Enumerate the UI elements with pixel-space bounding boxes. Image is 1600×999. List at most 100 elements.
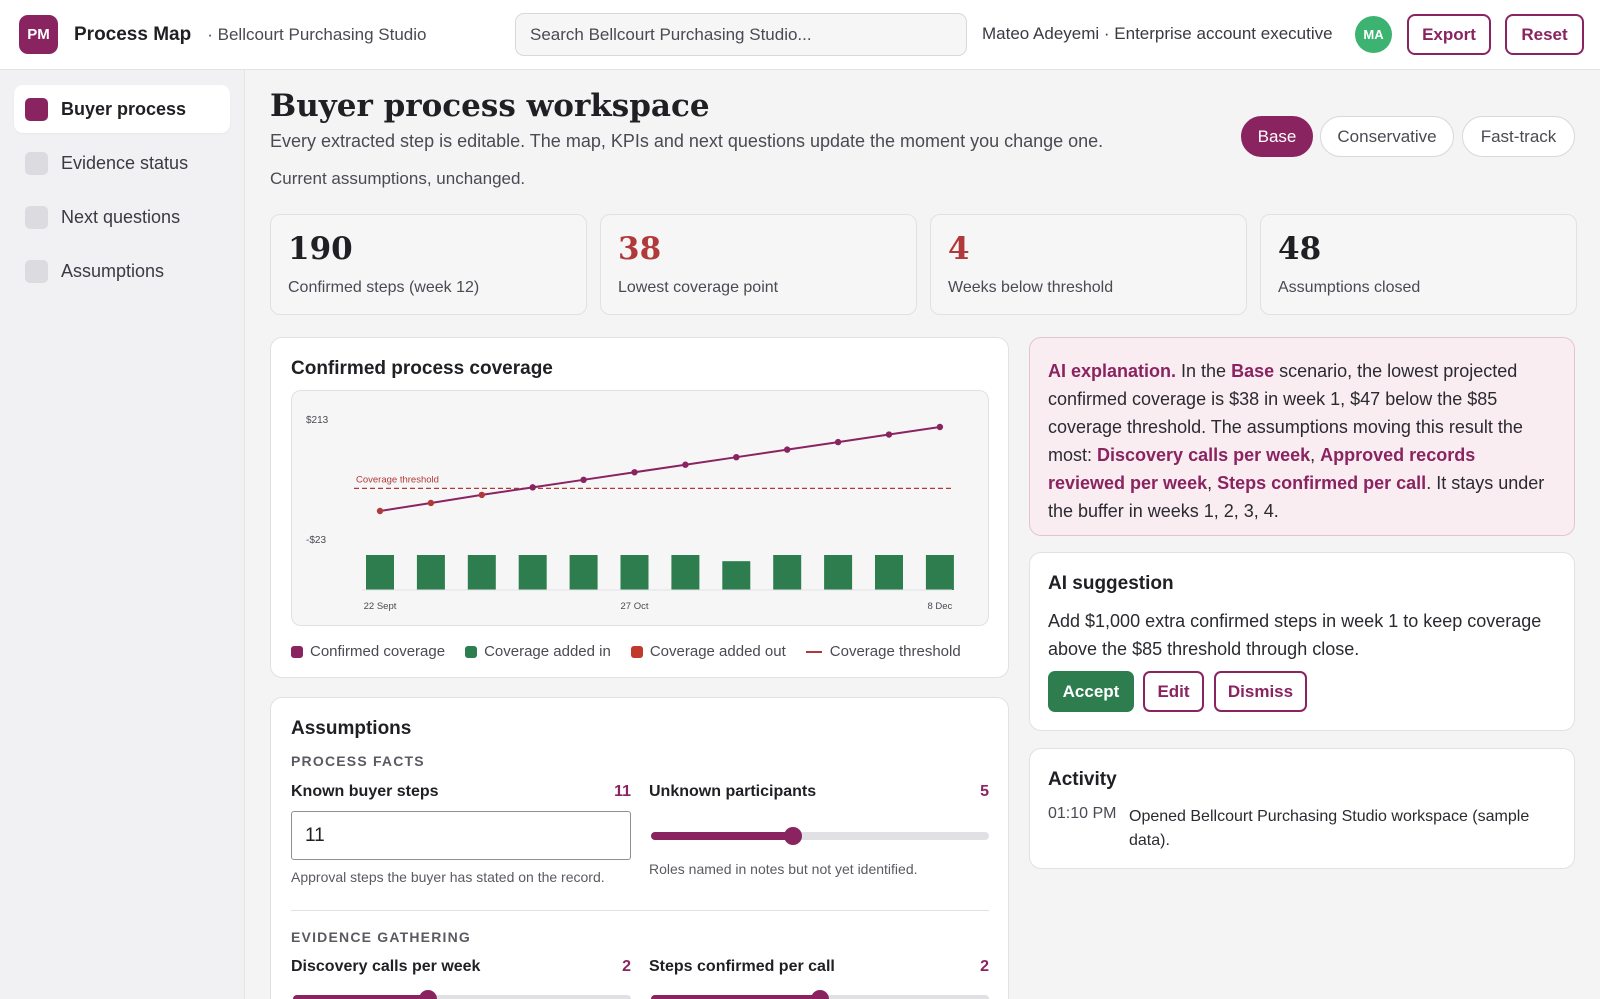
line-point: [580, 476, 587, 484]
field-value: 2: [622, 958, 631, 975]
bar: [722, 561, 751, 590]
bar: [824, 555, 853, 590]
edit-button[interactable]: Edit: [1143, 671, 1204, 712]
x-tick-label: 8 Dec: [927, 601, 952, 612]
kpi-card: 190 Confirmed steps (week 12): [270, 214, 587, 315]
dismiss-button[interactable]: Dismiss: [1214, 671, 1307, 712]
y-tick-label: -$23: [306, 535, 326, 546]
line-point: [834, 438, 842, 446]
coverage-chart: $213 -$23 Coverage threshold 22 Sept 27 Oct 8…: [306, 415, 954, 612]
assumption-note: Current assumptions, unchanged.: [270, 169, 526, 188]
chart-title: Confirmed process coverage: [291, 358, 553, 379]
ai-text: scenario, the lowest projected confirmed…: [1048, 361, 1523, 465]
field-label: Discovery calls per week: [291, 958, 481, 975]
kpi-value: 38: [618, 231, 662, 267]
sidebar-item-label: Buyer process: [61, 98, 187, 119]
field-value: 2: [980, 958, 989, 975]
y-tick-label: $213: [306, 415, 329, 426]
assumptions-icon: [25, 259, 48, 283]
scenario-conservative[interactable]: Conservative: [1320, 116, 1454, 157]
kpi-card: 4 Weeks below threshold: [930, 214, 1247, 315]
ai-text: ,: [1310, 445, 1321, 465]
slider-thumb[interactable]: [811, 990, 829, 999]
line-point: [885, 431, 893, 438]
field-label: Known buyer steps: [291, 783, 439, 800]
page-subtitle: Every extracted step is editable. The ma…: [270, 131, 1104, 151]
scenario-ref: Base: [1231, 361, 1275, 381]
field-value: 5: [980, 783, 989, 800]
scenario-fast-track[interactable]: Fast-track: [1462, 116, 1575, 157]
sidebar-item-label: Assumptions: [61, 260, 165, 281]
line-point: [478, 491, 485, 499]
ai-text: ,: [1207, 473, 1218, 493]
legend-item: Coverage added in: [465, 643, 611, 660]
divider: [291, 910, 989, 911]
slider-fill: [293, 995, 429, 999]
search-input[interactable]: [515, 13, 967, 56]
kpi-value: 48: [1278, 231, 1322, 267]
legend-swatch: [465, 645, 478, 658]
ai-explanation-lead: AI explanation.: [1048, 361, 1177, 381]
slider-thumb[interactable]: [419, 990, 438, 999]
bar: [620, 555, 649, 590]
kpi-label: Weeks below threshold: [948, 279, 1114, 296]
slider-thumb[interactable]: [783, 827, 802, 845]
line-point: [682, 461, 689, 468]
threshold-label: Coverage threshold: [356, 474, 439, 485]
kpi-value: 4: [948, 231, 970, 267]
top-bar: PM Process Map · Bellcourt Purchasing St…: [0, 0, 1600, 70]
activity-time: 01:10 PM: [1048, 805, 1117, 822]
section-heading: PROCESS FACTS: [291, 753, 425, 769]
kpi-card: 38 Lowest coverage point: [600, 214, 917, 315]
line-point: [529, 484, 536, 491]
bar: [569, 555, 598, 590]
line-point: [936, 423, 944, 431]
bar: [875, 555, 903, 590]
ai-suggestion-card: AI suggestion Add $1,000 extra confirmed…: [1029, 552, 1575, 731]
steps-per-call-slider[interactable]: [651, 990, 989, 999]
user-name-role: Mateo Adeyemi · Enterprise account execu…: [982, 24, 1333, 43]
evidence-status-icon: [25, 151, 48, 175]
bar: [925, 555, 954, 590]
assumption-ref: Discovery calls per week: [1097, 445, 1311, 465]
ai-suggestion-text: Add $1,000 extra confirmed steps in week…: [1048, 611, 1542, 659]
kpi-value: 190: [288, 231, 353, 267]
x-tick-label: 27 Oct: [621, 601, 649, 612]
bar: [366, 555, 394, 590]
ai-explanation-card: AI explanation. In the Base scenario, th…: [1029, 337, 1575, 536]
bar: [467, 555, 496, 590]
kpi-label: Confirmed steps (week 12): [288, 279, 480, 296]
sidebar-item-assumptions[interactable]: Assumptions: [14, 247, 230, 295]
workspace-name: · Bellcourt Purchasing Studio: [207, 24, 427, 44]
assumptions-title: Assumptions: [291, 718, 412, 739]
reset-button[interactable]: Reset: [1505, 14, 1584, 55]
line-point: [784, 446, 791, 453]
legend-item: Confirmed coverage: [291, 643, 445, 660]
sidebar-item-evidence-status[interactable]: Evidence status: [14, 139, 230, 187]
assumption-ref: Steps confirmed per call: [1217, 473, 1427, 493]
slider-fill: [651, 995, 820, 999]
unknown-participants-slider[interactable]: [651, 827, 989, 845]
activity-title: Activity: [1048, 769, 1117, 790]
sidebar-item-buyer-process[interactable]: Buyer process: [14, 85, 230, 133]
series-line: [379, 426, 941, 512]
accept-button[interactable]: Accept: [1048, 671, 1134, 712]
known-buyer-steps-input[interactable]: [291, 811, 631, 860]
legend-swatch: [291, 645, 303, 658]
line-point: [427, 499, 435, 507]
chart-legend: Confirmed coverage Coverage added in Cov…: [291, 643, 961, 660]
legend-item: Coverage threshold: [805, 643, 961, 660]
export-button[interactable]: Export: [1407, 14, 1491, 55]
sidebar-item-next-questions[interactable]: Next questions: [14, 193, 230, 241]
line-point: [376, 507, 384, 515]
discovery-calls-slider[interactable]: [293, 990, 631, 999]
chart-area: $213 -$23 Coverage threshold 22 Sept 27 Oct 8…: [291, 390, 989, 626]
scenario-base[interactable]: Base: [1241, 116, 1313, 157]
app-title: Process Map: [74, 23, 192, 45]
coverage-chart-card: Confirmed process coverage $213 -$23 Cover…: [270, 337, 1009, 678]
avatar[interactable]: MA: [1355, 16, 1392, 53]
buyer-process-icon: [25, 97, 48, 121]
field-label: Steps confirmed per call: [649, 958, 835, 975]
legend-swatch: [805, 650, 822, 653]
assumptions-card: Assumptions PROCESS FACTS Known buyer st…: [270, 697, 1009, 999]
